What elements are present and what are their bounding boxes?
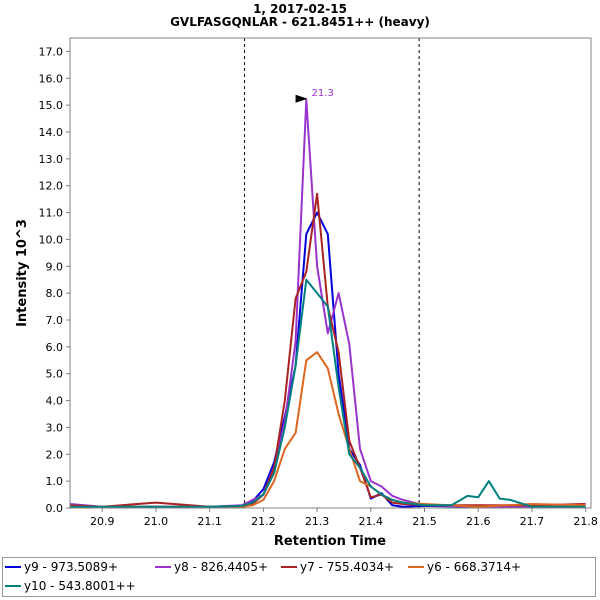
legend-swatch-icon — [155, 565, 171, 568]
series-line-y6 — [70, 351, 586, 508]
x-tick-label: 21.8 — [573, 515, 598, 528]
y-tick-label: 14.0 — [39, 126, 64, 139]
legend-label: y7 - 755.4034+ — [300, 560, 395, 574]
x-tick-label: 21.4 — [359, 515, 384, 528]
peak-arrow-icon — [295, 94, 308, 103]
legend-item-y6: y6 - 668.3714+ — [408, 560, 521, 576]
legend-swatch-icon — [5, 584, 21, 587]
y-tick-label: 8.0 — [46, 287, 64, 300]
legend-swatch-icon — [5, 565, 21, 568]
x-axis: 20.9 21.0 21.1 21.2 21.3 21.4 21.5 21.6 21.7 21.8 — [90, 508, 598, 528]
y-tick-label: 6.0 — [46, 341, 64, 354]
y-tick-label: 0.0 — [46, 502, 64, 515]
y-axis: 0.0 1.0 2.0 3.0 4.0 5.0 6.0 7.0 8.0 9.0 10.0 11.0 12… — [39, 45, 70, 515]
y-tick-label: 12.0 — [39, 180, 64, 193]
y-tick-label: 16.0 — [39, 72, 64, 85]
y-tick-label: 7.0 — [46, 314, 64, 327]
legend-item-y9: y9 - 973.5089+ — [5, 560, 118, 576]
legend-label: y6 - 668.3714+ — [427, 560, 522, 574]
boundary-lines — [244, 38, 420, 508]
plot-frame — [69, 37, 592, 509]
series-line-y9 — [69, 211, 586, 508]
x-tick-label: 21.3 — [305, 515, 330, 528]
x-tick-label: 20.9 — [90, 515, 115, 528]
peak-label: 21.3 — [312, 88, 334, 99]
y-axis-label: Intensity 10^3 — [15, 219, 30, 327]
chromatogram-chart: 20.9 21.0 21.1 21.2 21.3 21.4 21.5 21.6 21.7 21.8… — [15, 37, 598, 549]
legend-label: y8 - 826.4405+ — [174, 560, 269, 574]
y-tick-label: 17.0 — [39, 45, 64, 58]
peak-annotation: 21.3 — [295, 88, 334, 103]
x-tick-label: 21.1 — [197, 515, 222, 528]
x-tick-label: 21.5 — [412, 515, 437, 528]
x-axis-label: Retention Time — [274, 534, 386, 549]
legend-swatch-icon — [281, 565, 297, 568]
legend-item-y8: y8 - 826.4405+ — [155, 560, 268, 576]
y-tick-label: 11.0 — [39, 207, 64, 220]
legend-label: y9 - 973.5089+ — [24, 560, 119, 574]
x-tick-label: 21.6 — [466, 515, 491, 528]
legend-item-y10: y10 - 543.8001++ — [5, 579, 136, 595]
chart-title: 1, 2017-02-15 — [253, 2, 347, 16]
chart-subtitle: GVLFASGQNLAR - 621.8451++ (heavy) — [170, 15, 430, 29]
y-tick-label: 3.0 — [46, 421, 64, 434]
legend: y9 - 973.5089+ y8 - 826.4405+ y7 - 755.403… — [2, 557, 596, 597]
y-tick-label: 9.0 — [46, 260, 64, 273]
y-tick-label: 10.0 — [39, 233, 64, 246]
series-line-y10 — [70, 278, 586, 508]
legend-item-y7: y7 - 755.4034+ — [281, 560, 394, 576]
y-tick-label: 15.0 — [39, 99, 64, 112]
x-tick-label: 21.0 — [144, 515, 169, 528]
y-tick-label: 4.0 — [46, 395, 64, 408]
series-layer — [69, 98, 586, 508]
legend-label: y10 - 543.8001++ — [24, 579, 136, 593]
y-tick-label: 5.0 — [46, 368, 64, 381]
x-tick-label: 21.7 — [520, 515, 545, 528]
y-tick-label: 2.0 — [46, 448, 64, 461]
x-tick-label: 21.2 — [251, 515, 276, 528]
y-tick-label: 13.0 — [39, 153, 64, 166]
y-tick-label: 1.0 — [46, 475, 64, 488]
legend-swatch-icon — [408, 565, 424, 568]
